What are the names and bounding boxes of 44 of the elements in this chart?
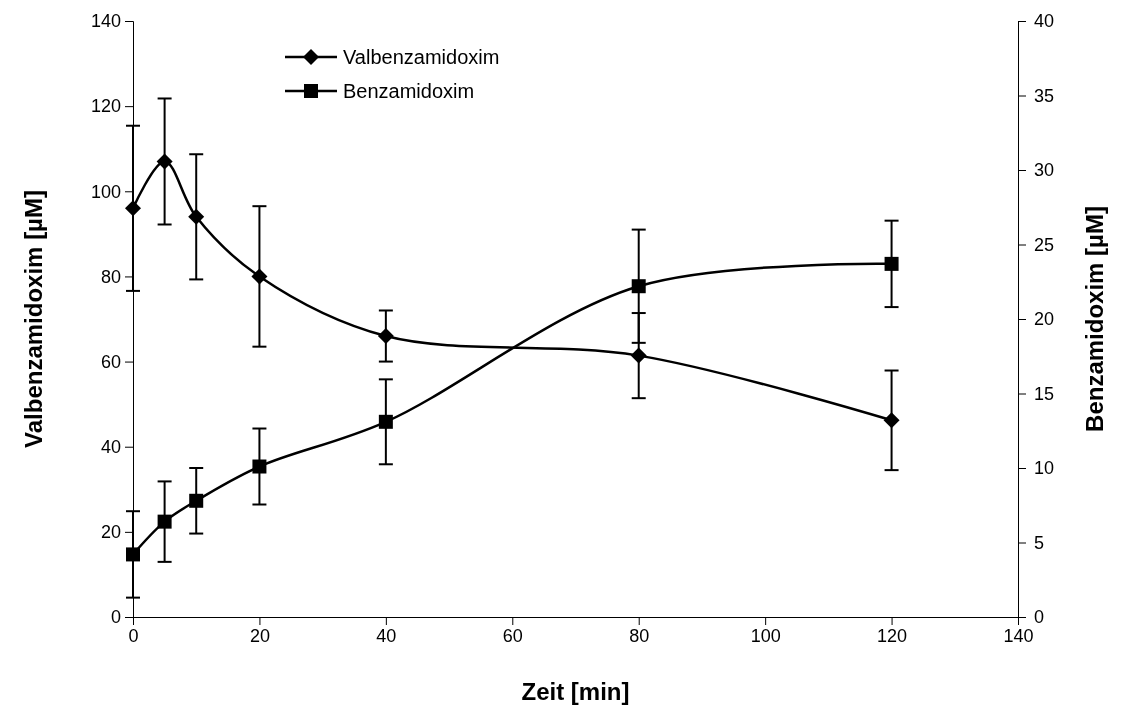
x-tick-label: 100 <box>750 625 781 646</box>
y-tick-label: 140 <box>90 11 121 32</box>
y2-tick-label: 25 <box>1034 234 1055 255</box>
y-tick-label: 20 <box>100 522 121 543</box>
y2-tick-label: 15 <box>1034 383 1055 404</box>
x-tick-label: 40 <box>376 625 397 646</box>
y-tick-label: 60 <box>100 351 121 372</box>
y2-tick-label: 20 <box>1034 309 1055 330</box>
y-tick-label: 80 <box>100 266 121 287</box>
legend-label: Valbenzamidoxim <box>343 46 500 68</box>
y2-tick-label: 40 <box>1034 11 1055 32</box>
y2-tick-label: 0 <box>1034 607 1045 628</box>
y-tick-label: 0 <box>110 607 121 628</box>
y2-tick-label: 5 <box>1034 532 1045 553</box>
x-tick-label: 0 <box>128 625 139 646</box>
x-tick-label: 120 <box>877 625 908 646</box>
y2-tick-label: 30 <box>1034 160 1055 181</box>
point <box>125 200 141 217</box>
y-tick-label: 120 <box>90 96 121 117</box>
point <box>157 514 172 529</box>
point <box>156 153 173 170</box>
point <box>884 256 899 271</box>
point <box>252 459 267 474</box>
point <box>631 279 646 294</box>
y-tick-label: 40 <box>100 436 121 457</box>
point <box>189 493 204 508</box>
x-tick-label: 20 <box>249 625 270 646</box>
point <box>378 414 393 429</box>
point <box>251 268 268 285</box>
x-tick-label: 80 <box>629 625 650 646</box>
x-tick-label: 140 <box>1003 625 1034 646</box>
y2-tick-label: 10 <box>1034 458 1055 479</box>
y2-tick-label: 35 <box>1034 85 1055 106</box>
x-axis-title: Zeit [min] <box>521 678 630 705</box>
point <box>883 412 900 429</box>
y-tick-label: 100 <box>90 181 121 202</box>
point <box>377 328 394 345</box>
x-tick-label: 60 <box>502 625 523 646</box>
y-axis-title: Valbenzamidoxim [µM] <box>20 190 47 448</box>
legend-label: Benzamidoxim <box>343 80 475 102</box>
y2-axis-title: Benzamidoxim [µM] <box>1081 206 1108 432</box>
point <box>188 208 205 225</box>
point <box>630 347 647 364</box>
point <box>126 547 140 562</box>
